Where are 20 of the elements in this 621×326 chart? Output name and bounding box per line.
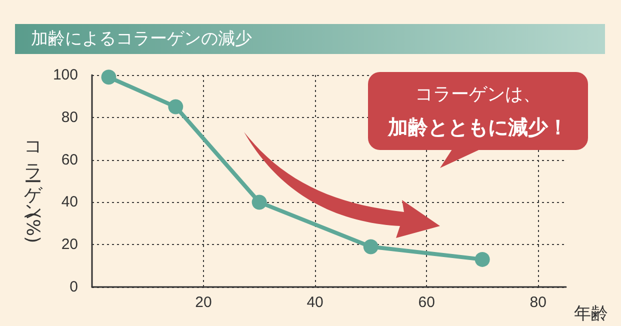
x-tick-label: 60 [418, 294, 435, 311]
point [168, 99, 184, 114]
point [252, 194, 267, 210]
y-tick-label: 0 [70, 278, 78, 296]
y-tick-label: 20 [61, 236, 78, 254]
y-tick-label: 100 [52, 66, 78, 84]
y-tick-label: 60 [61, 151, 78, 168]
point [101, 70, 116, 85]
point [363, 239, 378, 254]
y-tick-label: 40 [61, 194, 78, 211]
annotation: コラーゲンは、 [414, 83, 542, 107]
annotation: 加齢とともに減少！ [386, 114, 569, 141]
x-axis-title: 年齢 [574, 304, 608, 323]
x-tick-label: 40 [306, 294, 324, 311]
y-tick-label: 80 [61, 108, 78, 126]
x-tick-label: 20 [195, 294, 212, 311]
x-tick-label: 80 [530, 294, 546, 311]
y-axis-title: コラーゲン(%) [21, 129, 44, 246]
point [474, 252, 490, 267]
chart-title: 加齢によるコラーゲンの減少 [15, 24, 605, 54]
